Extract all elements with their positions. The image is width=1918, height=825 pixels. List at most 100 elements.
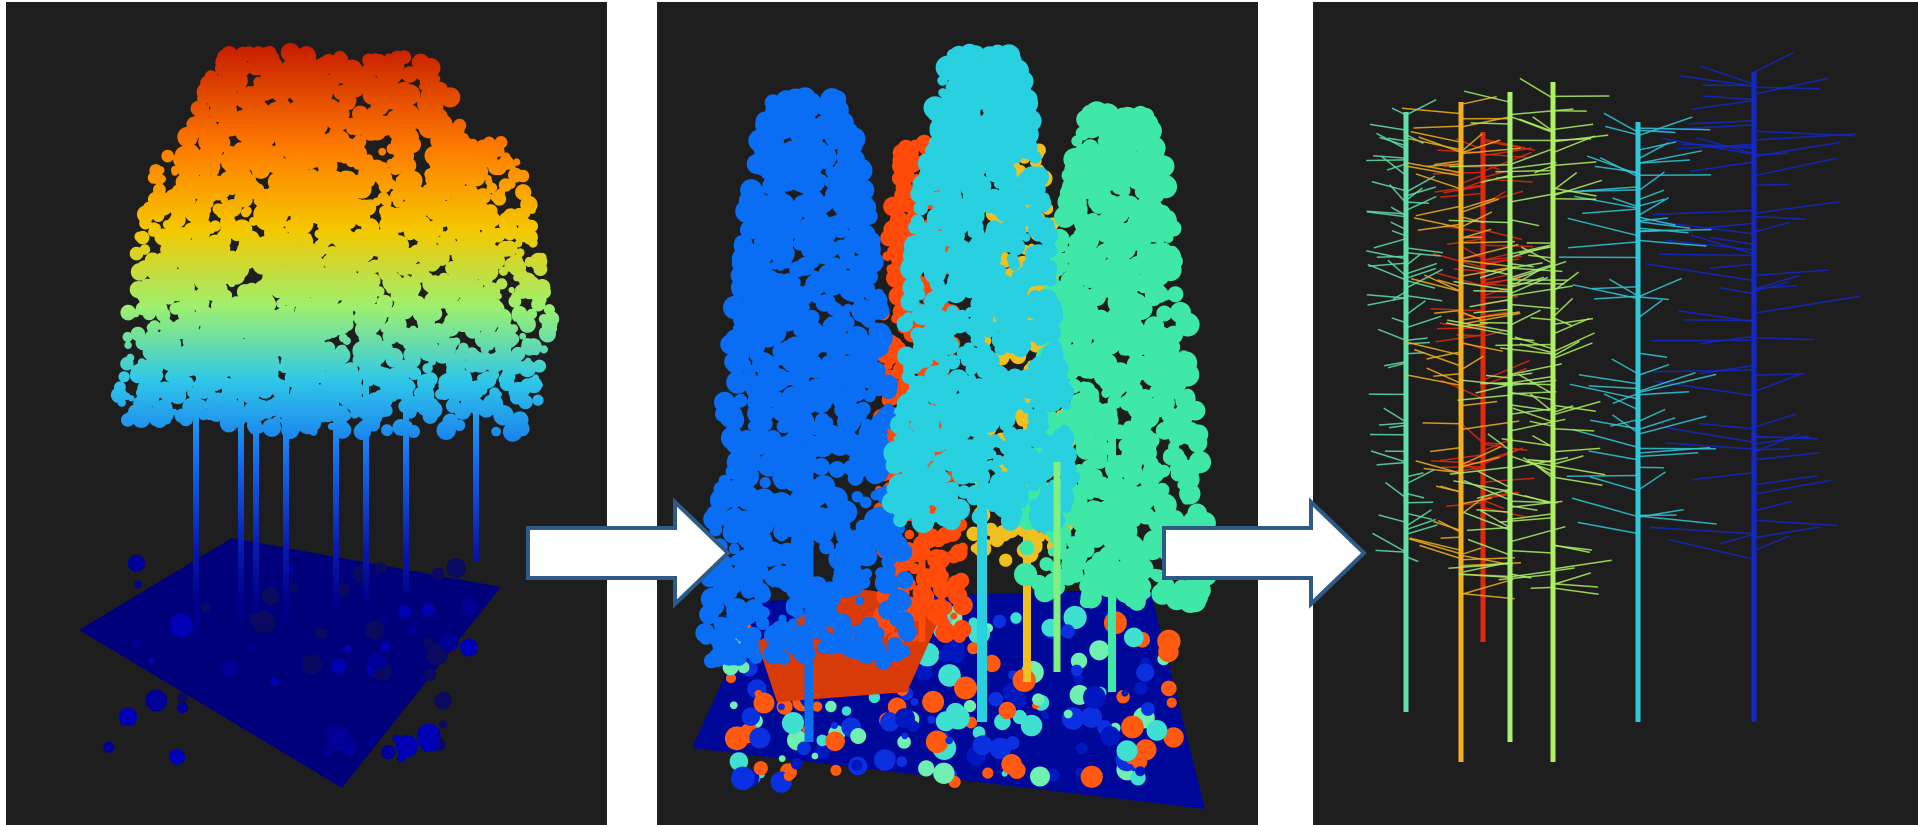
crown-points xyxy=(508,254,524,269)
crown-points xyxy=(496,321,503,328)
crown-points xyxy=(373,400,390,418)
crown-points xyxy=(290,227,304,242)
crown-points xyxy=(197,244,210,257)
crown-points xyxy=(382,172,391,182)
crown-points xyxy=(317,115,327,125)
crown-points xyxy=(245,385,261,401)
ground-points xyxy=(1032,693,1045,706)
crown-points xyxy=(391,52,405,66)
crown-points xyxy=(518,394,533,410)
crown-points xyxy=(730,276,753,299)
crown-points xyxy=(447,371,462,386)
crown-points xyxy=(1036,541,1043,548)
crown-points xyxy=(262,117,277,132)
crown-points xyxy=(807,97,822,112)
crown-points xyxy=(811,335,824,348)
crown-points xyxy=(772,474,782,484)
crown-points xyxy=(378,77,394,93)
crown-points xyxy=(259,82,268,91)
crown-points xyxy=(436,251,445,259)
crown-points xyxy=(999,553,1013,567)
crown-points xyxy=(863,389,876,403)
crown-points xyxy=(327,422,336,430)
crown-points xyxy=(754,417,767,430)
crown-points xyxy=(823,417,834,428)
crown-points xyxy=(783,219,793,229)
crown-points xyxy=(461,263,478,280)
crown-points xyxy=(859,496,872,509)
crown-points xyxy=(408,383,416,390)
crown-points xyxy=(470,293,481,304)
ground-points xyxy=(841,706,852,716)
crown-points xyxy=(352,239,373,259)
crown-points xyxy=(508,333,520,345)
crown-points xyxy=(440,232,452,244)
crown-points xyxy=(539,345,549,354)
crown-points xyxy=(413,251,424,262)
crown-points xyxy=(784,559,805,580)
crown-points xyxy=(183,239,197,253)
crown-points xyxy=(488,369,499,381)
crown-points xyxy=(811,170,822,180)
crown-points xyxy=(931,560,940,570)
crown-points xyxy=(834,161,846,174)
ground-points xyxy=(1124,627,1144,648)
ground-points xyxy=(894,708,915,729)
crown-points xyxy=(508,167,523,183)
crown-points xyxy=(746,384,761,399)
crown-points xyxy=(838,198,857,217)
crown-points xyxy=(431,332,438,339)
crown-points xyxy=(392,301,410,319)
ground-points xyxy=(753,692,775,714)
crown-points xyxy=(269,369,279,378)
crown-points xyxy=(275,75,291,92)
crown-points xyxy=(169,387,187,405)
crown-points xyxy=(237,58,248,68)
ground-points xyxy=(1080,706,1103,728)
crown-points xyxy=(774,353,787,366)
crown-points xyxy=(474,139,493,157)
crown-points xyxy=(415,191,434,210)
crown-points xyxy=(361,421,370,430)
crown-points xyxy=(726,617,748,639)
crown-points xyxy=(284,246,304,266)
crown-points xyxy=(249,368,264,383)
crown-points xyxy=(763,430,782,448)
crown-points xyxy=(195,199,203,207)
crown-points xyxy=(152,297,163,309)
crown-points xyxy=(898,622,917,642)
crown-points xyxy=(499,212,514,227)
crown-points xyxy=(445,398,461,414)
crown-points xyxy=(752,609,761,619)
ground-points xyxy=(1076,742,1088,755)
crown-points xyxy=(750,509,763,522)
ground-points xyxy=(825,731,845,752)
crown-points xyxy=(725,406,740,421)
crown-points xyxy=(544,311,560,327)
crown-points xyxy=(895,571,914,589)
ground-points xyxy=(901,732,909,740)
crown-points xyxy=(510,346,526,362)
crown-points xyxy=(886,642,906,662)
crown-points xyxy=(429,165,438,174)
crown-points xyxy=(458,370,472,383)
crown-points xyxy=(445,289,454,298)
crown-points xyxy=(508,295,522,308)
trunk xyxy=(363,352,369,602)
crown-points xyxy=(502,422,523,442)
crown-points xyxy=(165,189,177,201)
crown-points xyxy=(262,419,277,434)
crown-points xyxy=(789,468,799,478)
crown-points xyxy=(184,195,196,206)
crown-points xyxy=(442,413,459,430)
ground-points xyxy=(830,721,838,730)
ground-points xyxy=(1083,685,1106,709)
crown-points xyxy=(126,410,138,422)
crown-points xyxy=(897,599,909,612)
crown-points xyxy=(317,128,326,136)
crown-points xyxy=(495,391,503,398)
crown-points xyxy=(189,332,197,340)
ground-points xyxy=(1162,646,1175,659)
crown-points xyxy=(230,322,248,340)
crown-points xyxy=(452,187,460,195)
